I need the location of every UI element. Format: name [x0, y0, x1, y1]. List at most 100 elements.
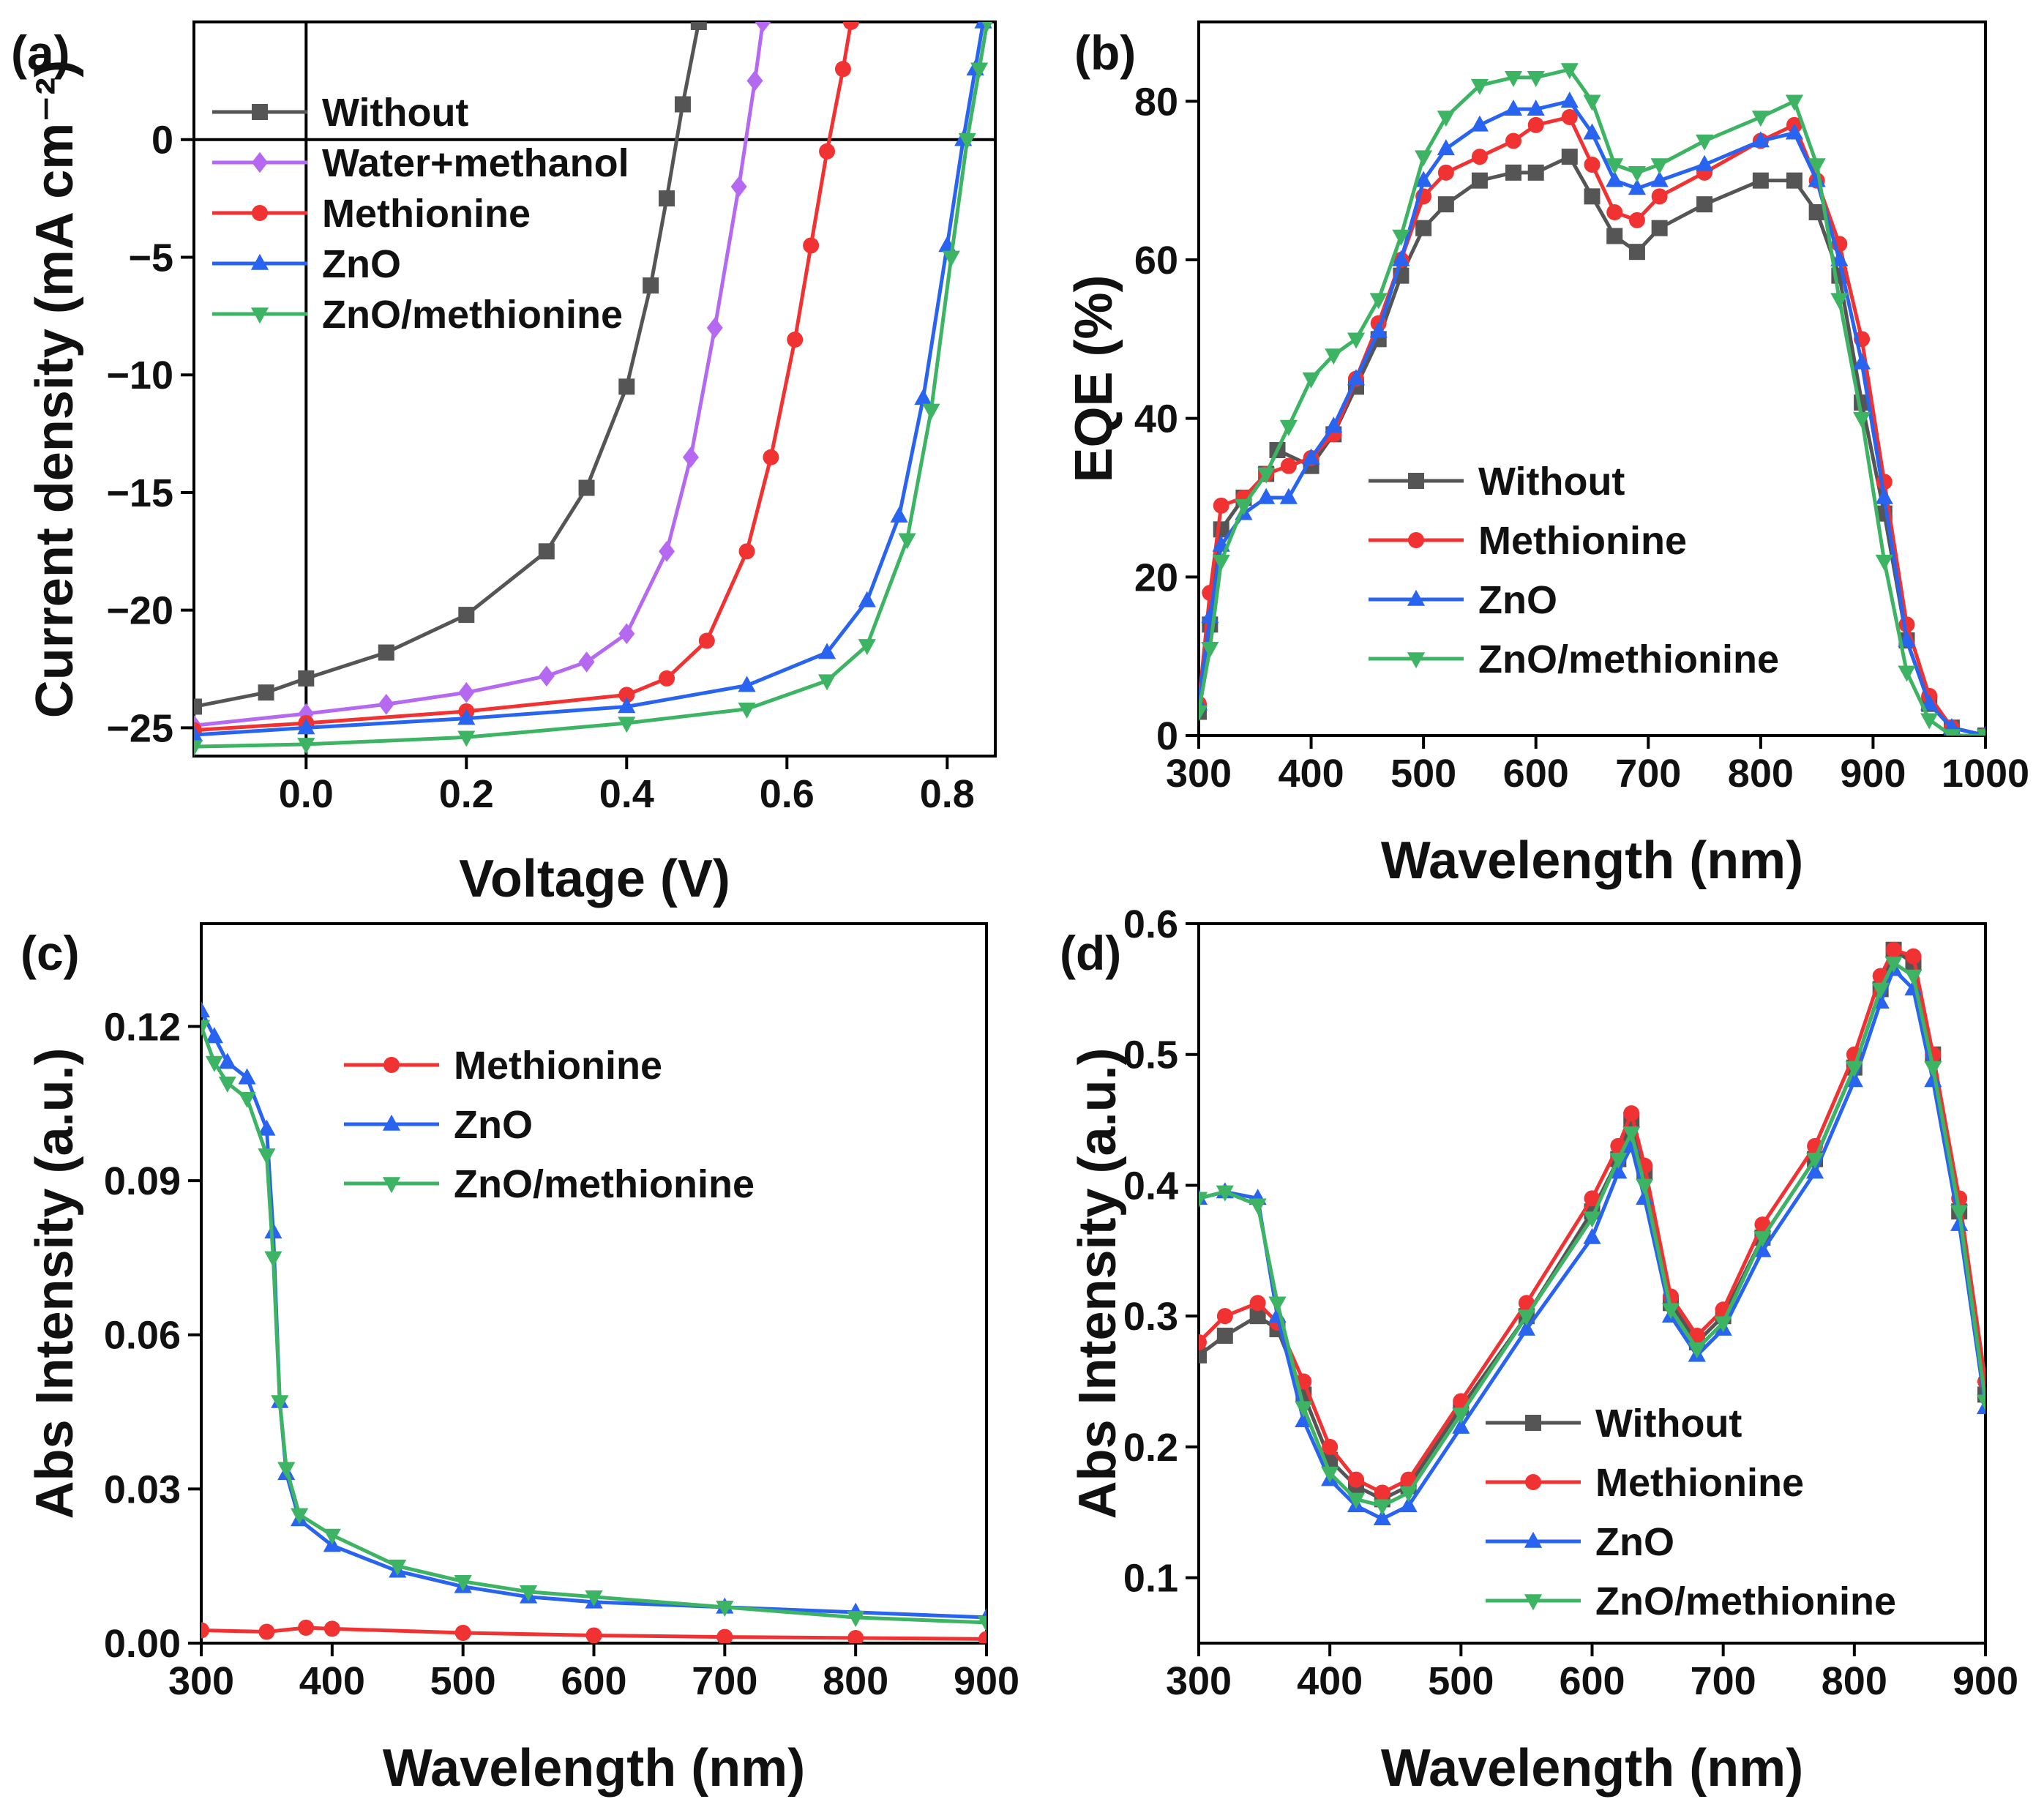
panel-b-legend-zno-methionine-marker: [1407, 652, 1426, 669]
panel-a-legend-without: Without: [212, 91, 468, 135]
panel-b-legend-zno-methionine-label: ZnO/methionine: [1478, 637, 1779, 681]
panel-b-series-without-point: [1527, 164, 1544, 181]
panel-a-series-water-methanol-point: [378, 693, 394, 715]
panel-b-series-zno-methionine-point: [1606, 158, 1624, 175]
panel-a-series-water-methanol-point: [538, 665, 555, 687]
panel-b-series-without-point: [1808, 204, 1825, 220]
panel-a-series-methionine-point: [842, 22, 859, 30]
panel-a-series-without-point: [674, 96, 691, 113]
panel-b-series-zno-methionine-point: [1504, 71, 1523, 88]
panel-b-series-methionine-point: [1471, 149, 1488, 165]
panel-d-series-zno: [1199, 960, 1985, 1526]
panel-c-series-zno-methionine-point: [323, 1528, 341, 1545]
panel-d-series-zno-methionine-point: [1517, 1309, 1536, 1326]
panel-a-xtick-label: 0.4: [599, 772, 654, 816]
panel-a-series-water-methanol-point: [659, 541, 675, 562]
panel-b-series-methionine-point: [1213, 497, 1229, 514]
panel-b-series-zno-methionine-point: [1650, 158, 1669, 175]
panel-a-series-methionine-point: [659, 670, 675, 687]
panel-a-series-zno-methionine-point: [942, 250, 960, 267]
panel-c-legend-methionine: Methionine: [344, 1044, 662, 1088]
panel-d-legend-zno-methionine: ZnO/methionine: [1486, 1579, 1896, 1623]
panel-d-series-methionine-point: [1623, 1105, 1640, 1122]
panel-d-y-axis-title: Abs Intensity (a.u.): [1068, 1047, 1127, 1519]
panel-b-xtick-label: 600: [1503, 752, 1569, 796]
panel-a-series-water-methanol-point: [755, 22, 771, 33]
panel-a-series-without-point: [298, 670, 315, 687]
panel-a-series-zno-point: [817, 643, 836, 659]
panel-b-series-zno-methionine-point: [1808, 158, 1826, 175]
panel-b-series-zno-methionine-point: [1302, 372, 1320, 389]
panel-b-xtick-label: 900: [1840, 752, 1906, 796]
panel-b-series-zno-methionine-point: [1560, 63, 1579, 80]
panel-a-series-water-methanol-point: [458, 681, 475, 703]
panel-b-series-without-point: [1415, 220, 1432, 236]
panel-d-series-zno-methionine-point: [1924, 1061, 1942, 1077]
panel-b-series-without-point: [1696, 196, 1713, 213]
panel-b-xtick-label: 400: [1279, 752, 1344, 796]
panel-b-series-zno-point: [1470, 115, 1489, 132]
panel-b-series-without-point: [1606, 228, 1623, 244]
panel-b-xtick-label: 800: [1728, 752, 1794, 796]
panel-d-series-methionine-point: [1885, 941, 1902, 958]
panel-b-series-zno-methionine-point: [1437, 111, 1455, 127]
panel-a-legend-without-marker: [252, 104, 268, 120]
panel-c-legend-methionine-label: Methionine: [454, 1044, 662, 1088]
panel-d-series-zno-methionine-point: [1609, 1152, 1628, 1169]
panel-d-series-zno-point: [1805, 1162, 1824, 1179]
panel-d-series-zno-methionine-point: [1714, 1316, 1732, 1333]
panel-d: 300 400 500 600 700 800 900 0.1 0.2 0.3 0.4 0.5 0.6 W…: [1060, 902, 2018, 1798]
panel-d-series-zno-methionine-point: [1950, 1205, 1969, 1222]
panel-b-series-zno-point: [1628, 179, 1647, 195]
panel-b-legend-zno: ZnO: [1369, 578, 1557, 622]
panel-a-legend-methionine-label: Methionine: [322, 192, 531, 236]
panel-d-ytick-label: 0.3: [1123, 1295, 1178, 1339]
panel-d-series-methionine-point: [1905, 948, 1922, 965]
panel-c-series-zno-methionine-point: [389, 1559, 407, 1576]
panel-b-series-zno-point: [1302, 448, 1320, 465]
panel-b-series-zno-methionine-point: [1830, 293, 1849, 310]
panel-c-series-methionine-point: [716, 1628, 733, 1643]
panel-c-xtick-label: 800: [823, 1659, 888, 1703]
panel-b-legend-zno-marker: [1407, 589, 1426, 606]
panel-b-series-zno-methionine-point: [1392, 229, 1410, 246]
panel-a-series-methionine-line: [194, 22, 853, 733]
panel-a-series-zno-point: [297, 718, 315, 735]
panel-a-series-without-point: [378, 644, 394, 661]
panel-c-ytick-label: 0.00: [104, 1622, 181, 1666]
panel-c-xtick-label: 700: [692, 1659, 757, 1703]
panel-a-series-without-point: [538, 543, 555, 560]
panel-b-series-without-point: [1437, 196, 1454, 213]
panel-d-series-without-point: [1199, 1347, 1207, 1364]
panel-b-series-zno-methionine-point: [1235, 499, 1253, 516]
panel-a-xtick-label: 0.8: [920, 772, 975, 816]
panel-c-plot-area: [201, 1001, 987, 1643]
panel-b-legend-zno-methionine: ZnO/methionine: [1369, 637, 1779, 681]
panel-b-series-zno-point: [1695, 154, 1714, 171]
panel-d-series-zno-methionine-point: [1753, 1231, 1772, 1248]
panel-a-legend-zno-methionine-marker: [250, 307, 269, 324]
panel-c-series-methionine-point: [978, 1631, 987, 1643]
panel-b-series-zno-point: [1751, 131, 1770, 148]
panel-a-legend-zno-marker: [250, 253, 269, 270]
panel-b-series-zno-methionine-point: [1875, 554, 1893, 571]
panel-b-series-zno-methionine-point: [1976, 729, 1985, 736]
panel-c-ytick-label: 0.03: [104, 1467, 181, 1511]
panel-b-series-zno-point: [1560, 91, 1579, 108]
panel-b-series-zno-methionine-point: [1279, 419, 1298, 436]
panel-d-series-zno-methionine-point: [1347, 1492, 1366, 1509]
panel-d-series-zno-methionine-point: [1622, 1126, 1641, 1143]
panel-c-series-methionine-point: [201, 1622, 209, 1639]
panel-d-x-axis-title: Wavelength (nm): [1381, 1739, 1803, 1798]
panel-c-series-methionine-point: [847, 1629, 864, 1643]
panel-b-series-zno-point: [1325, 416, 1343, 433]
panel-a-xtick-label: 0.2: [439, 772, 494, 816]
panel-a-legend-zno: ZnO: [212, 242, 401, 286]
panel-c-y-axis-title: Abs Intensity (a.u.): [26, 1047, 84, 1519]
panel-b-ytick-label: 0: [1156, 714, 1178, 758]
panel-c: 300 400 500 600 700 800 900 0.00 0.03 0.06 0.09 0.1…: [20, 922, 1019, 1798]
panel-b-legend-zno-label: ZnO: [1478, 578, 1557, 622]
panel-d-series-zno-methionine-point: [1976, 1394, 1985, 1411]
panel-b-series-zno-point: [1583, 123, 1601, 140]
panel-c-series-zno-point: [238, 1068, 256, 1085]
